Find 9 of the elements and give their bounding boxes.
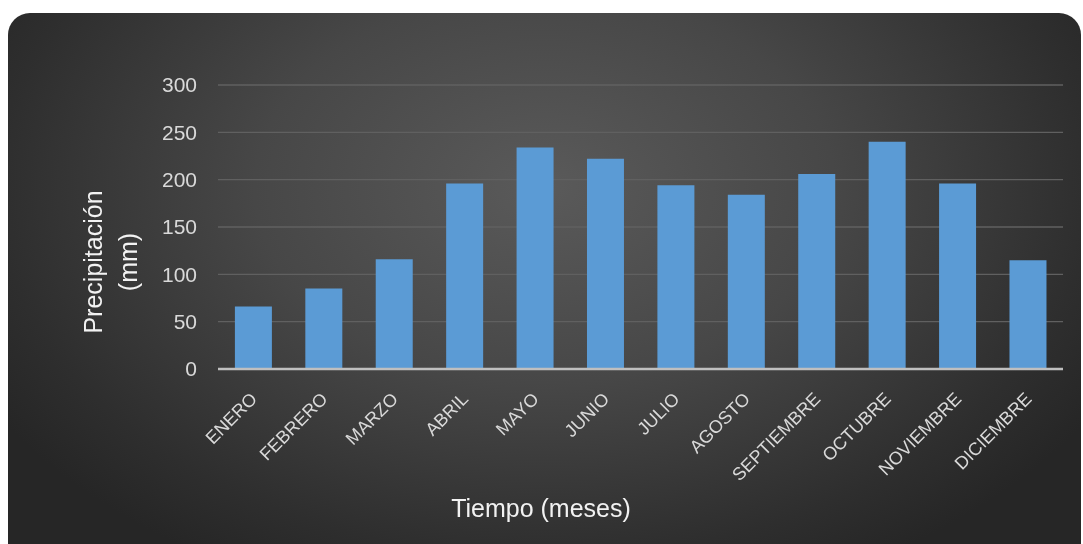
y-tick-label: 300 [161,73,197,97]
y-tick-label: 50 [173,310,197,334]
y-tick-label: 200 [161,168,197,192]
y-axis-title: Precipitación (mm) [79,190,142,334]
y-tick-label: 100 [161,262,197,286]
y-tick-label: 250 [161,120,197,144]
x-axis-title: Tiempo (meses) [451,494,631,522]
y-tick-label: 0 [185,357,197,381]
y-tick-label: 150 [161,215,197,239]
